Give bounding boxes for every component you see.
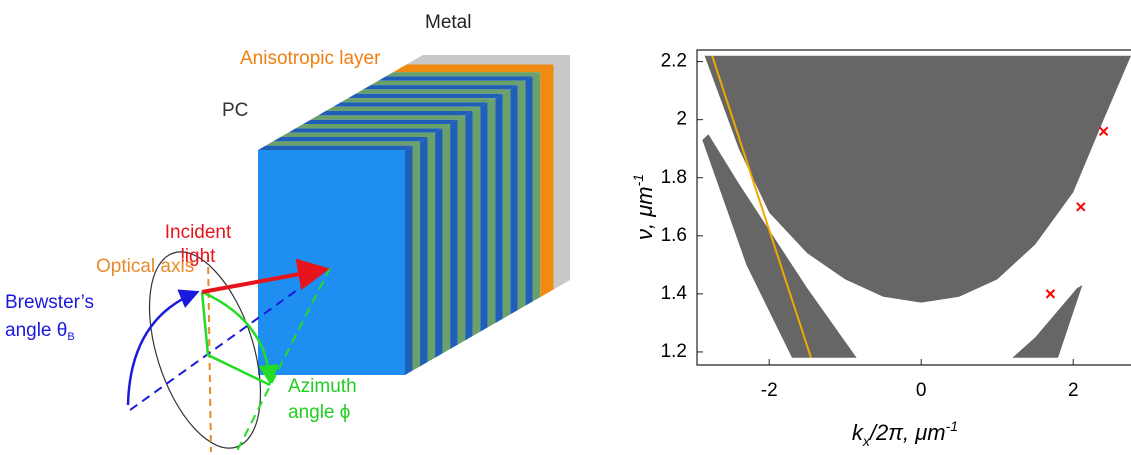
layer-top bbox=[266, 141, 421, 145]
layer-side bbox=[405, 146, 413, 375]
layer-top bbox=[363, 85, 518, 89]
y-tick-label: 2 bbox=[676, 109, 687, 130]
x-tick-label: -2 bbox=[761, 380, 778, 401]
layer-top bbox=[333, 102, 488, 106]
layer-side bbox=[533, 72, 541, 301]
x-tick-label: 0 bbox=[916, 380, 927, 401]
layer-side bbox=[503, 89, 511, 318]
x-label-sup: -1 bbox=[946, 418, 958, 434]
cross-marker bbox=[1046, 290, 1054, 298]
layer-top bbox=[311, 115, 466, 119]
layer-top bbox=[378, 76, 533, 80]
y-tick-label: 1.2 bbox=[661, 341, 687, 362]
layer-side bbox=[518, 81, 526, 310]
layer-top bbox=[386, 72, 541, 76]
y-label-part: ν, μm bbox=[632, 186, 657, 240]
figure: Metal Anisotropic layer PC Incident ligh… bbox=[0, 0, 1131, 455]
layer-top bbox=[288, 128, 443, 132]
layer-side bbox=[413, 141, 421, 370]
cross-marker bbox=[1100, 127, 1108, 135]
layer-top bbox=[348, 94, 503, 98]
layer-top bbox=[407, 55, 571, 65]
layer-side bbox=[465, 111, 473, 340]
y-tick-label: 1.4 bbox=[661, 283, 688, 304]
layered-box bbox=[258, 55, 570, 375]
layer-top bbox=[371, 81, 526, 85]
brewster-label: Brewster’s bbox=[5, 292, 94, 313]
layer-top bbox=[341, 98, 496, 102]
layer-side bbox=[420, 137, 428, 366]
anisotropic-label: Anisotropic layer bbox=[240, 48, 381, 69]
layer-side bbox=[540, 65, 553, 298]
page: {"diagram": { "metal": "Metal", "anisotr… bbox=[0, 0, 1131, 455]
y-label-sup: -1 bbox=[630, 174, 646, 186]
layer-top bbox=[281, 133, 436, 137]
optical-axis-label: Optical axis bbox=[96, 256, 194, 277]
layer-side bbox=[525, 76, 533, 305]
layer-side bbox=[443, 124, 451, 353]
plot: 1.2 1.4 1.6 1.8 2 2.2 -2 0 2 bbox=[661, 50, 1131, 401]
x-label-part: /2π, μm bbox=[868, 420, 946, 445]
y-tick-label: 1.6 bbox=[661, 225, 687, 246]
layer-side bbox=[450, 120, 458, 349]
y-tick-label: 2.2 bbox=[661, 51, 687, 72]
layer-top bbox=[356, 89, 511, 93]
incident-label: Incident bbox=[165, 222, 232, 243]
layer-side bbox=[554, 55, 571, 290]
brewster-sub: B bbox=[67, 331, 74, 343]
brewster-label: angle θ bbox=[5, 320, 67, 341]
metal-label: Metal bbox=[425, 12, 471, 33]
layer-side bbox=[435, 128, 443, 357]
pc-label: PC bbox=[222, 100, 248, 121]
layer-side bbox=[510, 85, 518, 314]
brewster-label: angle θB bbox=[5, 320, 75, 343]
layer-top bbox=[258, 146, 413, 150]
cross-marker bbox=[1077, 203, 1085, 211]
azimuth-label: angle ϕ bbox=[288, 402, 350, 423]
layer-side bbox=[488, 98, 496, 327]
layer-side bbox=[458, 115, 466, 344]
x-tick-label: 2 bbox=[1068, 380, 1079, 401]
layer-side bbox=[480, 102, 488, 331]
front-face bbox=[258, 150, 405, 375]
layer-top bbox=[296, 124, 451, 128]
layer-side bbox=[495, 94, 503, 323]
y-axis-label: ν, μm-1 bbox=[630, 174, 657, 240]
y-tick-label: 1.8 bbox=[661, 167, 687, 188]
layer-side bbox=[428, 133, 436, 362]
layer-top bbox=[303, 120, 458, 124]
layer-top bbox=[393, 65, 553, 73]
x-axis-label: kx/2π, μm-1 bbox=[852, 418, 958, 449]
layer-top bbox=[273, 137, 428, 141]
layer-top bbox=[318, 111, 473, 115]
azimuth-label: Azimuth bbox=[288, 376, 357, 397]
layer-side bbox=[473, 107, 481, 336]
layer-top bbox=[326, 107, 481, 111]
